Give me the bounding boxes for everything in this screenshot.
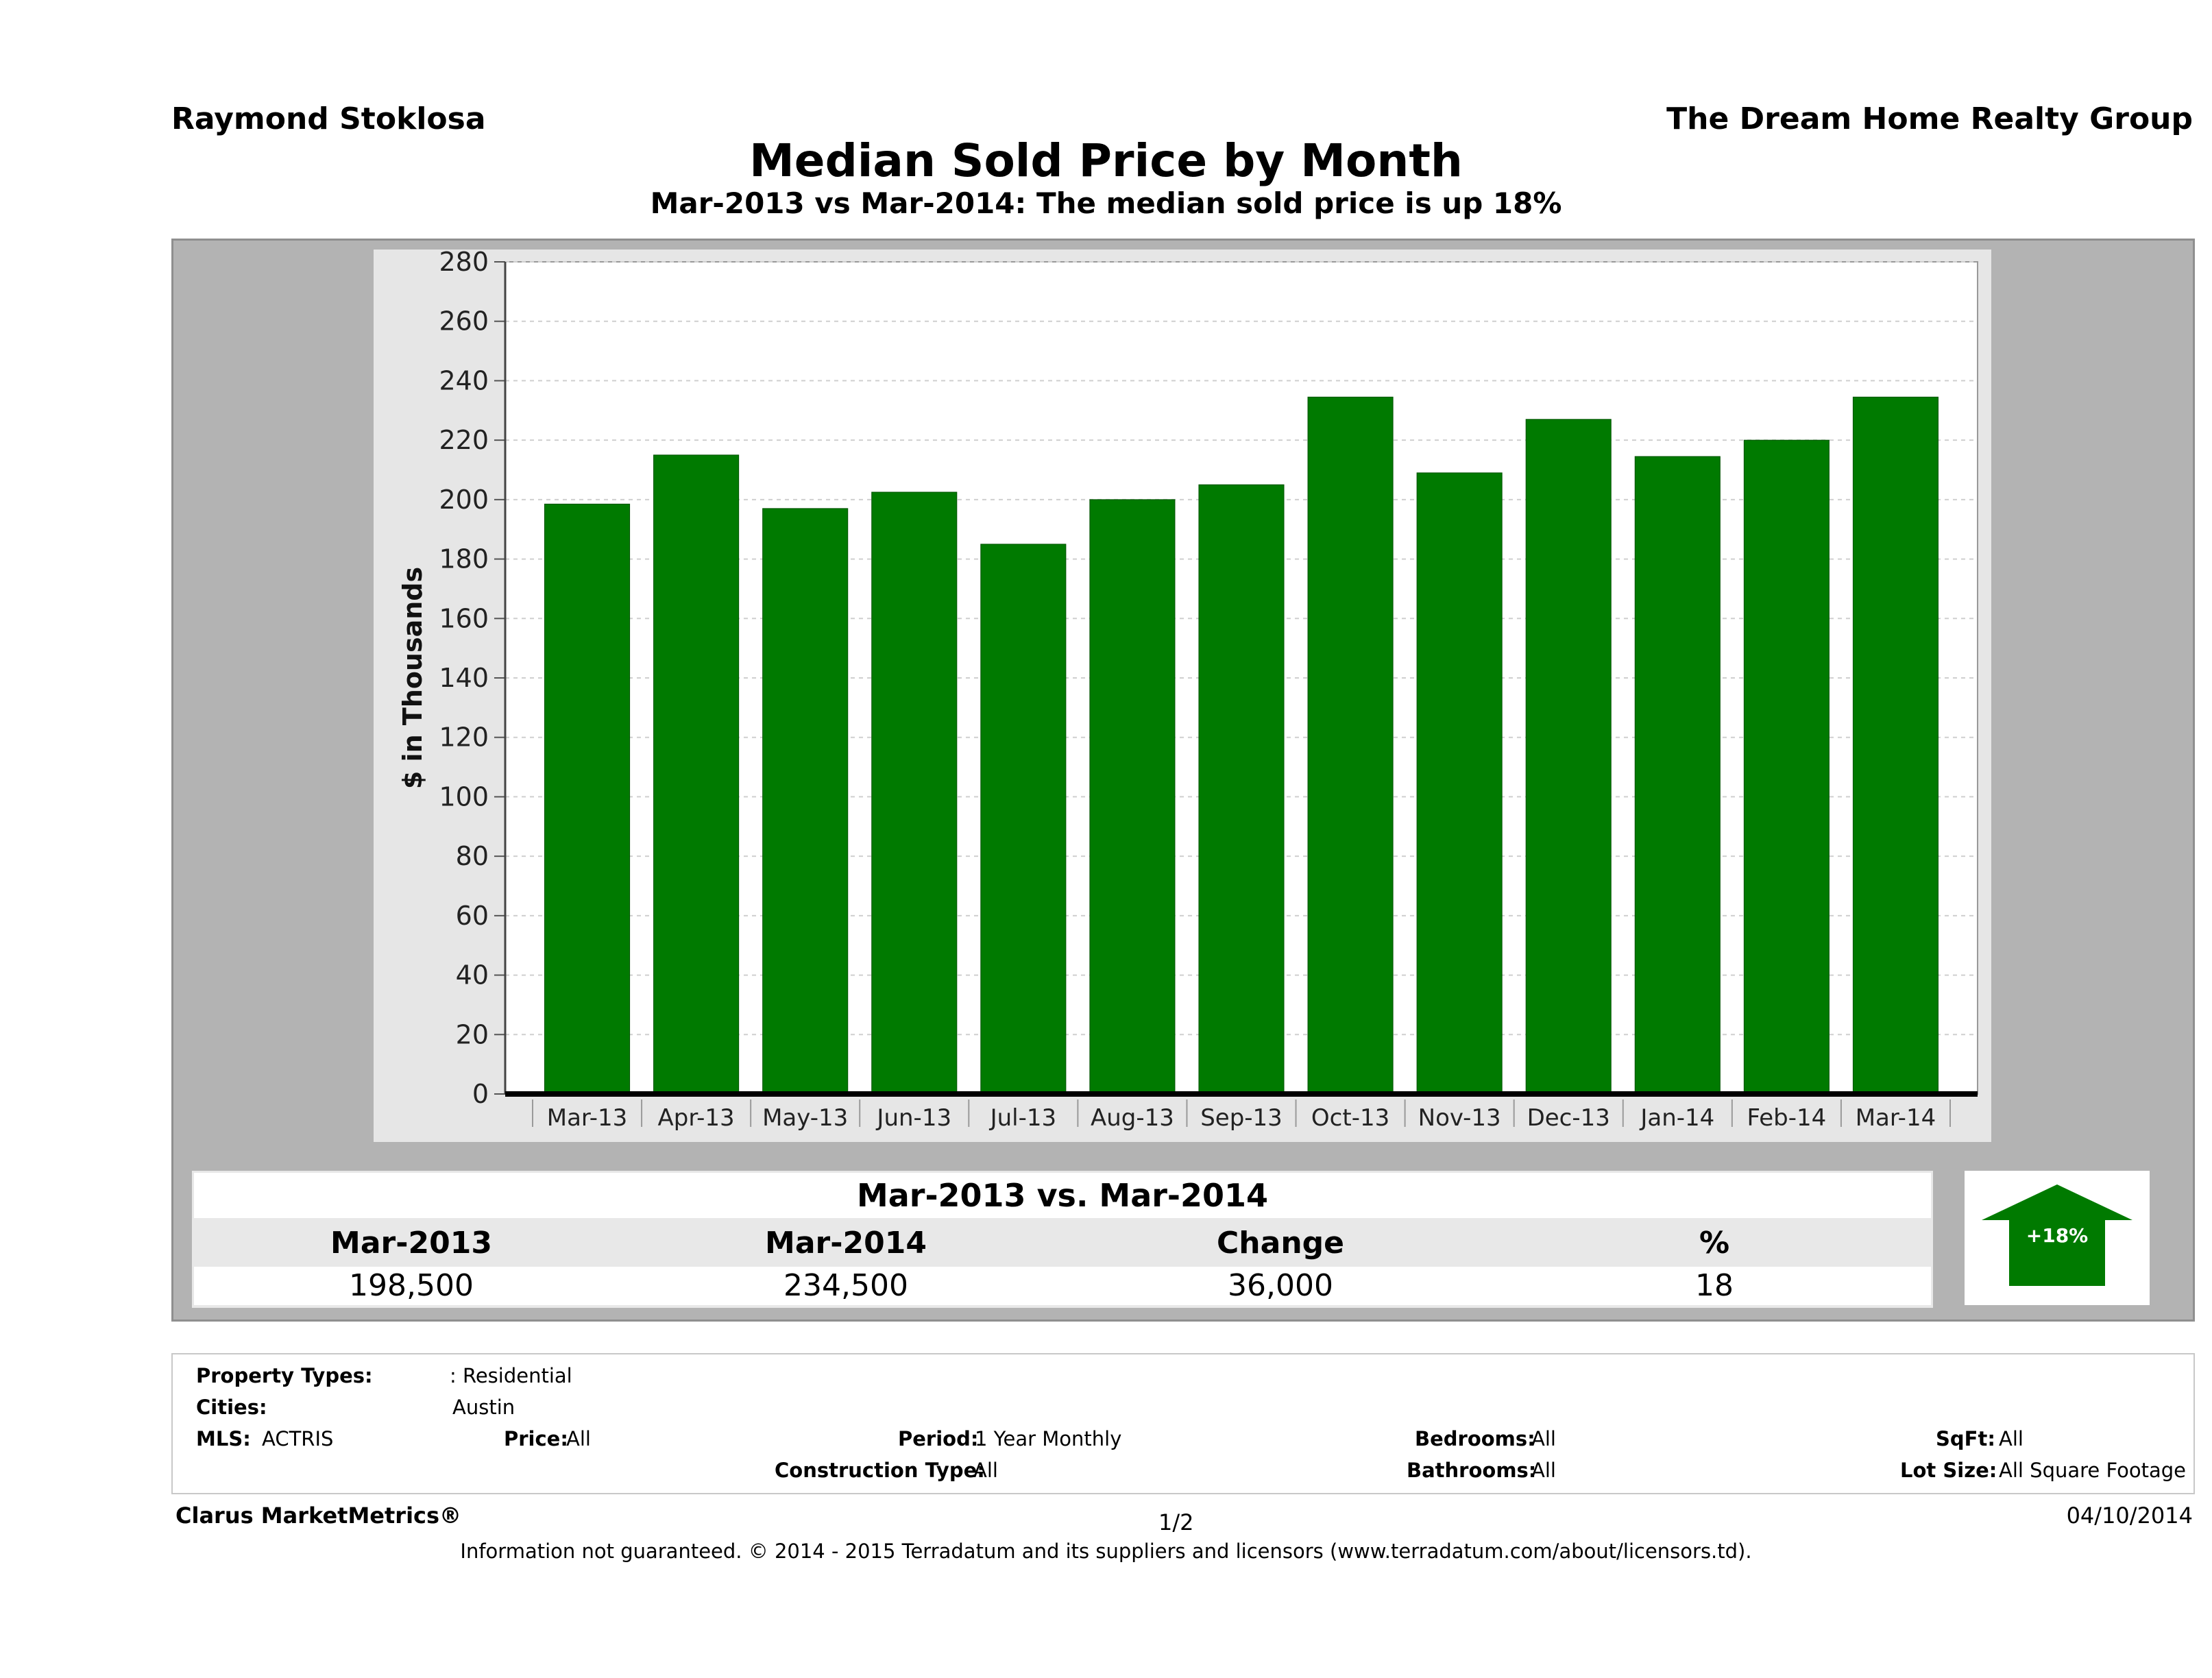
comparison-value-row (194, 1267, 1931, 1305)
period-value: 1 Year Monthly (975, 1427, 1122, 1450)
bar (1852, 396, 1939, 1095)
bedrooms-value: All (1531, 1427, 1556, 1450)
bar (1307, 396, 1394, 1095)
change-badge: +18% (1965, 1171, 2150, 1305)
y-tick-label: 80 (456, 841, 489, 871)
y-tick-label: 40 (456, 960, 489, 990)
x-tick-label: Jun-13 (875, 1104, 951, 1132)
up-arrow-icon (1982, 1184, 2132, 1286)
y-tick-label: 240 (439, 365, 489, 396)
mls-value: ACTRIS (262, 1427, 334, 1450)
bar (653, 454, 740, 1095)
bar (1525, 419, 1612, 1095)
y-tick-label: 140 (439, 663, 489, 693)
bar (1416, 472, 1503, 1095)
change-badge-label: +18% (2026, 1224, 2088, 1247)
x-tick-label: Apr-13 (658, 1104, 735, 1132)
property-types-label: Property Types: (196, 1364, 373, 1387)
chart-panel: 0 20 40 60 80 100 120 140 160 180 200 220 240 260 280 $… (374, 250, 1991, 1142)
y-tick-label: 160 (439, 603, 489, 633)
lot-size-label: Lot Size: (1900, 1459, 1997, 1482)
y-axis-label: $ in Thousands (398, 567, 428, 789)
bar (1743, 439, 1830, 1095)
period-label: Period: (898, 1427, 979, 1450)
sqft-label: SqFt: (1936, 1427, 1995, 1450)
y-tick-label: 180 (439, 544, 489, 574)
report-date: 04/10/2014 (2066, 1503, 2193, 1529)
bathrooms-value: All (1531, 1459, 1556, 1482)
x-tick-label: Sep-13 (1200, 1104, 1283, 1132)
x-tick-label: Jan-14 (1639, 1104, 1714, 1132)
search-criteria-panel (171, 1353, 2195, 1494)
value-change: 36,000 (1228, 1268, 1333, 1303)
property-types-value: : Residential (450, 1364, 572, 1387)
y-tick-label: 200 (439, 485, 489, 515)
comparison-title: Mar-2013 vs. Mar-2014 (194, 1173, 1931, 1218)
price-label: Price: (504, 1427, 568, 1450)
x-tick-label: May-13 (762, 1104, 848, 1132)
bar (1634, 456, 1721, 1095)
header-end: Mar-2014 (765, 1226, 927, 1261)
company-name: The Dream Home Realty Group (1666, 101, 2193, 136)
x-tick-label: Mar-13 (547, 1104, 628, 1132)
bedrooms-label: Bedrooms: (1415, 1427, 1535, 1450)
y-tick-label: 60 (456, 901, 489, 931)
lot-size-value: All Square Footage (1999, 1459, 2187, 1482)
value-percent: 18 (1695, 1268, 1734, 1303)
bar-chart: 0 20 40 60 80 100 120 140 160 180 200 220 240 260 280 $… (398, 250, 1978, 1132)
price-value: All (566, 1427, 591, 1450)
value-end: 234,500 (783, 1268, 908, 1303)
bar (544, 503, 631, 1095)
header-start: Mar-2013 (330, 1226, 492, 1261)
agent-name: Raymond Stoklosa (171, 101, 486, 136)
mls-label: MLS: (196, 1427, 251, 1450)
y-tick-label: 100 (439, 781, 489, 812)
sqft-value: All (1999, 1427, 2023, 1450)
bar (1198, 484, 1285, 1095)
x-tick-label: Dec-13 (1527, 1104, 1610, 1132)
y-tick-label: 20 (456, 1019, 489, 1049)
bar (980, 544, 1067, 1095)
construction-type-label: Construction Type: (775, 1459, 985, 1482)
bathrooms-label: Bathrooms: (1407, 1459, 1537, 1482)
y-tick-label: 260 (439, 306, 489, 337)
bar (1089, 499, 1176, 1095)
construction-type-value: All (973, 1459, 998, 1482)
bar (762, 508, 849, 1095)
y-tick-label: 120 (439, 722, 489, 753)
x-tick-label: Aug-13 (1091, 1104, 1174, 1132)
x-tick-label: Oct-13 (1311, 1104, 1389, 1132)
page-title: Median Sold Price by Month (749, 134, 1463, 187)
x-tick-label: Jul-13 (989, 1104, 1057, 1132)
header-change: Change (1217, 1226, 1344, 1261)
page-number: 1/2 (1158, 1509, 1194, 1535)
x-tick-label: Feb-14 (1747, 1104, 1827, 1132)
y-tick-label: 0 (472, 1079, 489, 1109)
x-tick-label: Mar-14 (1856, 1104, 1936, 1132)
disclaimer: Information not guaranteed. © 2014 - 201… (460, 1540, 1752, 1563)
y-tick-label: 280 (439, 250, 489, 277)
page-subtitle: Mar-2013 vs Mar-2014: The median sold pr… (650, 186, 1562, 220)
value-start: 198,500 (349, 1268, 474, 1303)
cities-label: Cities: (196, 1396, 267, 1419)
cities-value: Austin (452, 1396, 515, 1419)
x-tick-label: Nov-13 (1418, 1104, 1501, 1132)
y-tick-label: 220 (439, 425, 489, 455)
bar (871, 491, 958, 1095)
header-percent: % (1699, 1226, 1730, 1261)
footer-brand: Clarus MarketMetrics® (175, 1503, 462, 1529)
